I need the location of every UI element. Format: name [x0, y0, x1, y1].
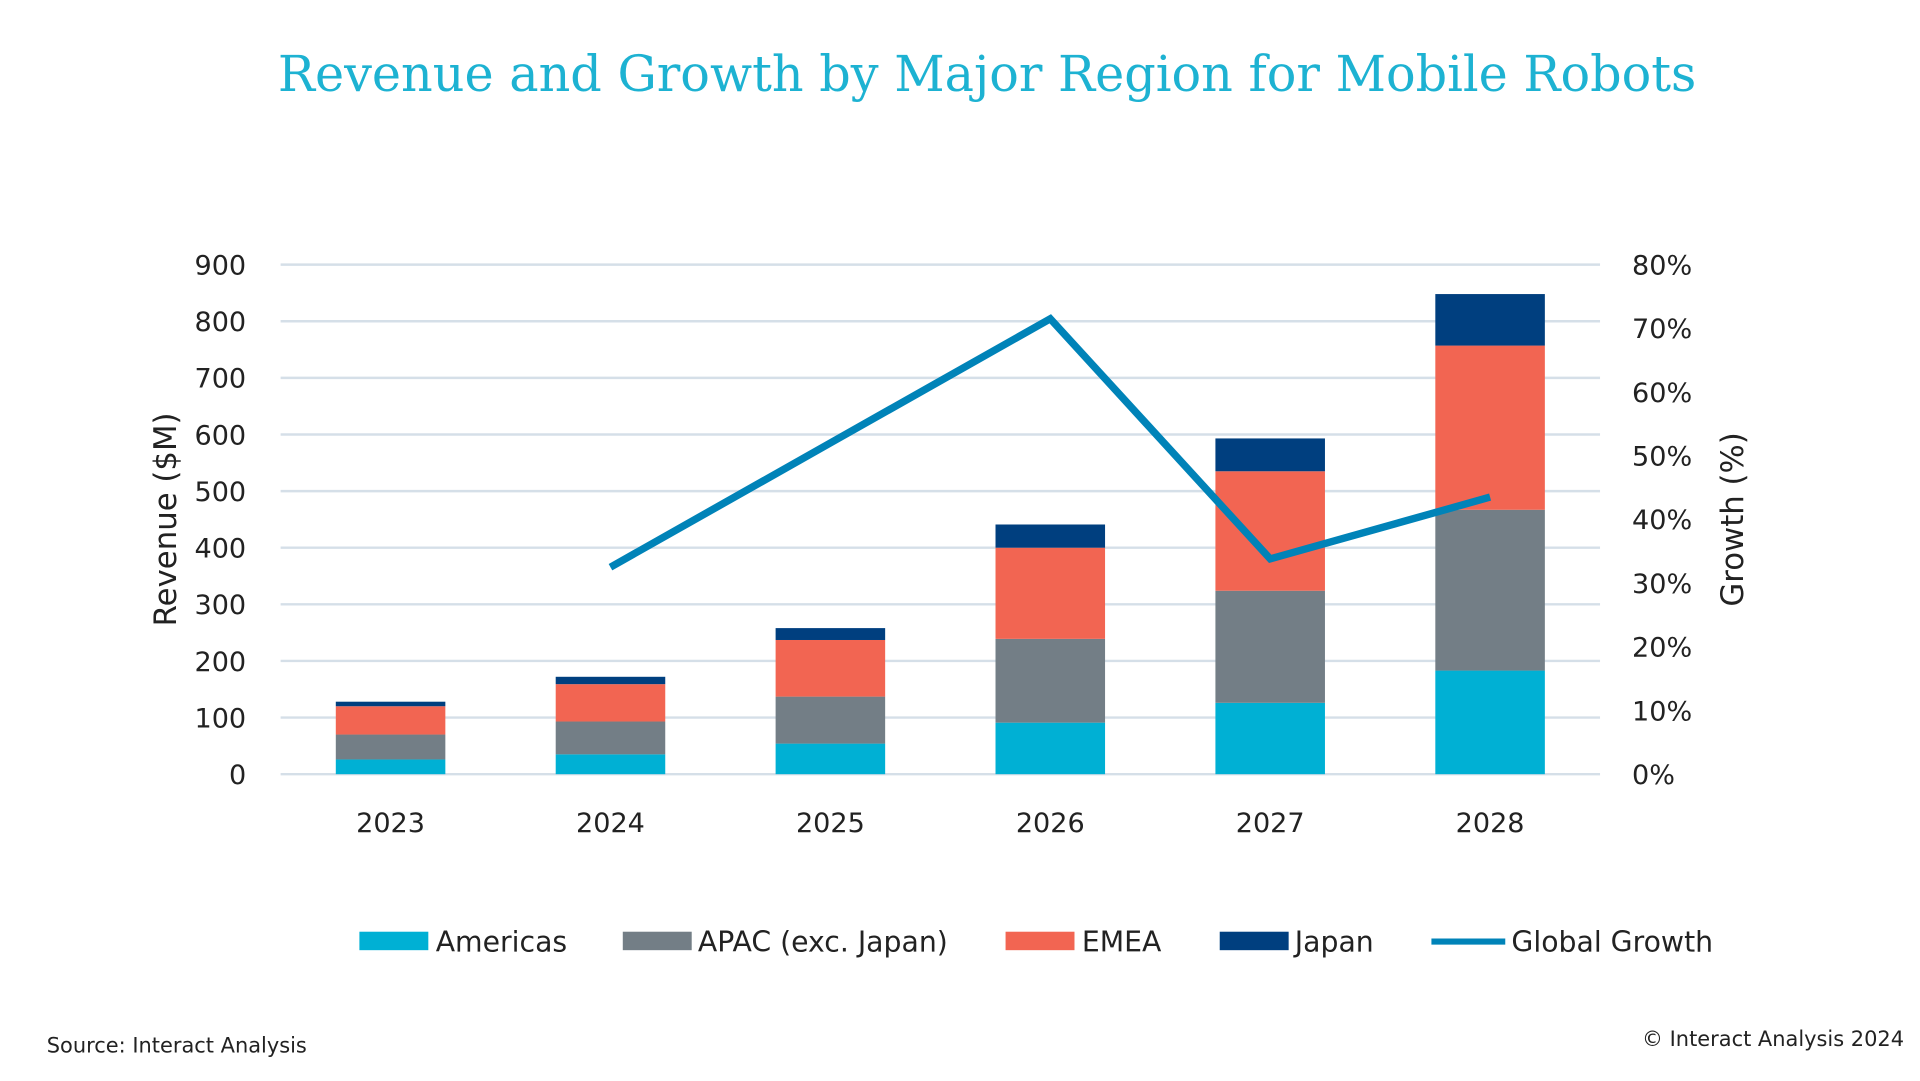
x-tick-label: 2027: [1236, 808, 1305, 839]
bar-americas-2023: [336, 759, 446, 774]
x-tick-label: 2026: [1016, 808, 1085, 839]
y-tick-label: 800: [195, 307, 247, 338]
legend-label: Americas: [436, 925, 567, 958]
bar-emea-2026: [996, 548, 1106, 639]
bar-apac-exc-japan-2023: [336, 735, 446, 760]
bar-emea-2028: [1435, 346, 1545, 510]
y2-tick-label: 80%: [1632, 250, 1692, 281]
y-tick-label: 100: [195, 703, 247, 734]
y2-tick-label: 50%: [1632, 442, 1692, 473]
y-tick-label: 400: [195, 534, 247, 565]
y-tick-label: 600: [195, 420, 247, 451]
legend-label: Global Growth: [1511, 925, 1713, 958]
bar-americas-2027: [1215, 703, 1325, 774]
copyright-note: © Interact Analysis 2024: [1642, 1028, 1904, 1053]
bar-americas-2024: [556, 754, 666, 774]
y2-tick-label: 0%: [1632, 760, 1675, 791]
y2-tick-label: 30%: [1632, 569, 1692, 600]
bar-japan-2028: [1435, 294, 1545, 346]
bar-emea-2023: [336, 706, 446, 734]
bar-apac-exc-japan-2025: [776, 697, 886, 744]
y2-tick-label: 10%: [1632, 696, 1692, 727]
y2-tick-label: 40%: [1632, 505, 1692, 536]
bar-emea-2027: [1215, 471, 1325, 590]
x-tick-label: 2025: [796, 808, 865, 839]
bar-apac-exc-japan-2028: [1435, 510, 1545, 671]
x-tick-label: 2023: [356, 808, 425, 839]
legend-swatch: [1006, 932, 1075, 950]
y-tick-label: 300: [195, 590, 247, 621]
y-tick-label: 0: [229, 760, 246, 791]
y-tick-label: 200: [195, 647, 247, 678]
legend-label: Japan: [1293, 925, 1374, 958]
bar-japan-2027: [1215, 438, 1325, 471]
y-tick-label: 900: [195, 250, 247, 281]
bar-apac-exc-japan-2027: [1215, 591, 1325, 703]
y-tick-label: 700: [195, 364, 247, 395]
x-tick-label: 2024: [576, 808, 645, 839]
bar-emea-2025: [776, 640, 886, 697]
bar-japan-2026: [996, 524, 1106, 547]
legend-swatch: [623, 932, 692, 950]
y2-tick-label: 60%: [1632, 378, 1692, 409]
bar-apac-exc-japan-2024: [556, 722, 666, 755]
bar-americas-2028: [1435, 671, 1545, 775]
y2-tick-label: 20%: [1632, 633, 1692, 664]
legend-label: EMEA: [1082, 925, 1162, 958]
x-tick-label: 2028: [1456, 808, 1525, 839]
legend-swatch: [359, 932, 428, 950]
bar-americas-2026: [996, 723, 1106, 775]
source-note: Source: Interact Analysis: [47, 1034, 307, 1059]
bar-japan-2023: [336, 702, 446, 707]
legend-swatch: [1220, 932, 1289, 950]
bar-japan-2024: [556, 677, 666, 684]
bar-japan-2025: [776, 628, 886, 640]
y-tick-label: 500: [195, 477, 247, 508]
bar-apac-exc-japan-2026: [996, 639, 1106, 723]
bar-americas-2025: [776, 744, 886, 775]
y2-tick-label: 70%: [1632, 314, 1692, 345]
y-axis-label: Revenue ($M): [148, 412, 184, 626]
legend-label: APAC (exc. Japan): [698, 925, 948, 958]
y2-axis-label: Growth (%): [1715, 432, 1751, 606]
bar-emea-2024: [556, 684, 666, 721]
